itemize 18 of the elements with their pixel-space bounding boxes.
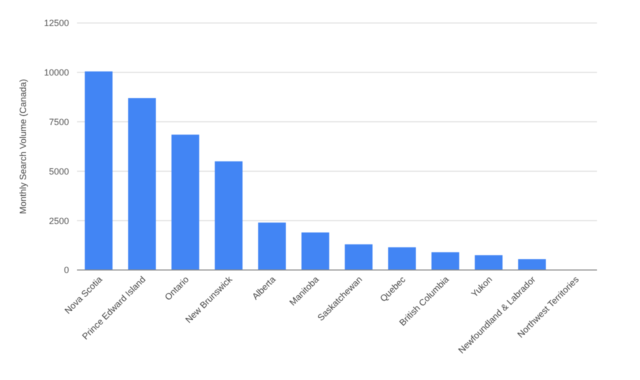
bar — [431, 252, 460, 270]
y-tick-label: 5000 — [48, 166, 69, 176]
bar — [258, 222, 286, 270]
y-tick-label: 0 — [64, 265, 69, 276]
bar — [344, 244, 373, 270]
bar — [171, 134, 200, 270]
bar — [84, 71, 113, 270]
bar — [214, 161, 243, 270]
y-tick-label: 12500 — [44, 18, 69, 28]
y-tick-label: 2500 — [48, 216, 69, 226]
bar — [474, 255, 503, 270]
y-tick-label: 7500 — [48, 116, 69, 127]
bar — [301, 232, 330, 270]
bar — [388, 247, 416, 270]
bar — [518, 259, 546, 270]
bar — [128, 98, 156, 270]
y-axis-title: Monthly Search Volume (Canada) — [18, 78, 28, 214]
y-tick-label: 10000 — [44, 68, 69, 78]
